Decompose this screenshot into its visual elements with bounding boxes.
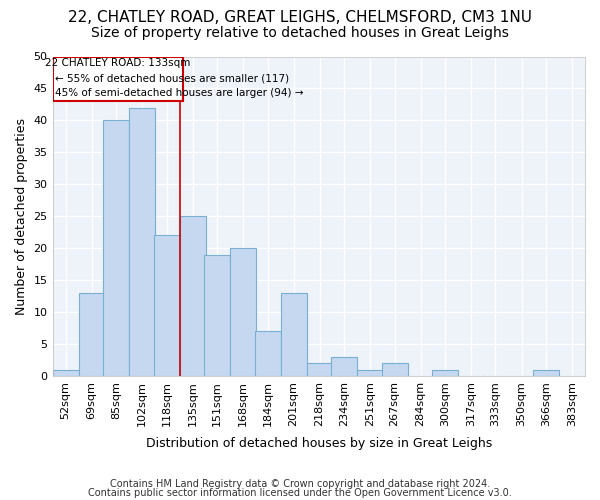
Text: Contains HM Land Registry data © Crown copyright and database right 2024.: Contains HM Land Registry data © Crown c… [110,479,490,489]
Bar [533,370,559,376]
Text: ← 55% of detached houses are smaller (117): ← 55% of detached houses are smaller (11… [55,73,289,83]
FancyBboxPatch shape [53,56,182,101]
X-axis label: Distribution of detached houses by size in Great Leighs: Distribution of detached houses by size … [146,437,492,450]
Bar [307,363,332,376]
Bar [103,120,129,376]
Y-axis label: Number of detached properties: Number of detached properties [15,118,28,314]
Bar [179,216,206,376]
Bar [204,254,230,376]
Bar [357,370,383,376]
Bar [53,370,79,376]
Bar [129,108,155,376]
Text: 45% of semi-detached houses are larger (94) →: 45% of semi-detached houses are larger (… [55,88,304,98]
Text: Size of property relative to detached houses in Great Leighs: Size of property relative to detached ho… [91,26,509,40]
Bar [432,370,458,376]
Text: 22, CHATLEY ROAD, GREAT LEIGHS, CHELMSFORD, CM3 1NU: 22, CHATLEY ROAD, GREAT LEIGHS, CHELMSFO… [68,10,532,25]
Bar [331,356,357,376]
Bar [382,363,407,376]
Bar [230,248,256,376]
Bar [281,293,307,376]
Bar [79,293,104,376]
Bar [254,331,281,376]
Bar [154,236,179,376]
Text: 22 CHATLEY ROAD: 133sqm: 22 CHATLEY ROAD: 133sqm [45,58,190,68]
Text: Contains public sector information licensed under the Open Government Licence v3: Contains public sector information licen… [88,488,512,498]
